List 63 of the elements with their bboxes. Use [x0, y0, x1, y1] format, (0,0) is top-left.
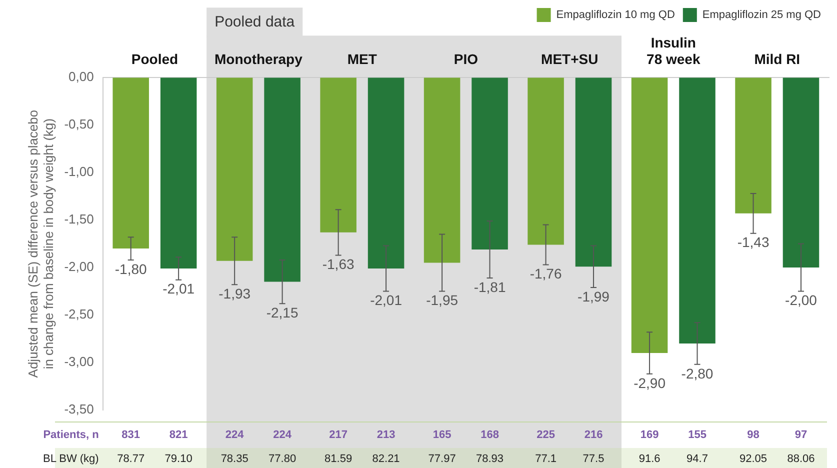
text: 224: [273, 429, 292, 442]
text: 77.97: [428, 453, 456, 466]
y-tick-label: -0,50: [64, 116, 94, 132]
y-tick-label: 0,00: [68, 69, 94, 84]
text: 78.77: [117, 453, 145, 466]
x-tick-label: MET+SU: [541, 51, 598, 68]
text: 77.80: [268, 453, 296, 466]
data-label: -1,43: [737, 234, 770, 250]
text: 821: [169, 429, 188, 442]
x-tick-label: Pooled: [131, 51, 178, 68]
text: 98: [747, 429, 760, 442]
text: 168: [480, 429, 499, 442]
text: 78.35: [220, 453, 248, 466]
y-tick-label: -2,50: [64, 306, 94, 322]
text: 165: [432, 429, 452, 442]
text: 77.1: [535, 453, 557, 466]
data-label: -2,00: [785, 292, 818, 308]
x-tick-label: Insulin 78 week: [646, 34, 700, 68]
legend-label: Empagliflozin 25 mg QD: [702, 9, 822, 22]
text: 213: [376, 429, 396, 442]
text: 224: [225, 429, 245, 442]
text: 79.10: [164, 453, 192, 466]
y-tick-label: -2,00: [64, 259, 94, 274]
text: 155: [688, 429, 706, 442]
data-label: -1,95: [426, 292, 458, 308]
text: 831: [122, 429, 140, 442]
y-tick-label: -3,50: [64, 402, 94, 417]
y-tick-label: -3,00: [64, 354, 94, 370]
text: 88.06: [787, 453, 815, 466]
legend-label: Empagliflozin 10 mg QD: [556, 9, 675, 22]
text: 77.5: [582, 453, 604, 466]
data-label: -1,63: [322, 256, 354, 272]
x-tick-label: Monotherapy: [214, 51, 303, 68]
data-label: -1,99: [578, 288, 610, 304]
y-tick-label: -1,50: [64, 212, 94, 227]
text: 91.6: [638, 453, 660, 466]
data-label: -2,90: [634, 374, 666, 391]
y-tick-label: -1,00: [64, 164, 94, 180]
text: 81.59: [324, 453, 352, 466]
data-label: -2,15: [266, 304, 298, 320]
band-label: Pooled data: [214, 14, 296, 31]
text: 94.7: [686, 453, 708, 466]
x-tick-label: MET: [347, 51, 378, 68]
text: BL BW (kg): [43, 453, 99, 466]
text: 82.21: [372, 453, 400, 466]
data-label: -1,93: [218, 285, 251, 302]
data-label: -2,80: [681, 365, 714, 382]
data-label: -2,01: [370, 292, 402, 308]
data-label: -2,01: [162, 280, 195, 297]
text: 217: [329, 429, 348, 442]
text: 225: [536, 429, 555, 442]
data-label: -1,80: [114, 260, 148, 277]
y-axis-title: Adjusted mean (SE) difference versus placebo in change from baseline in body weight (kg): [25, 110, 56, 378]
text: 169: [640, 429, 659, 442]
text: 78.93: [476, 453, 504, 466]
data-label: -1,76: [530, 266, 562, 282]
x-tick-label: PIO: [454, 51, 478, 68]
text: 97: [794, 429, 808, 442]
data-label: -1,81: [474, 278, 506, 295]
x-tick-label: Mild RI: [754, 51, 800, 68]
text: 92.05: [740, 453, 768, 466]
text: 216: [584, 429, 603, 442]
text: Patients, n: [43, 429, 100, 442]
